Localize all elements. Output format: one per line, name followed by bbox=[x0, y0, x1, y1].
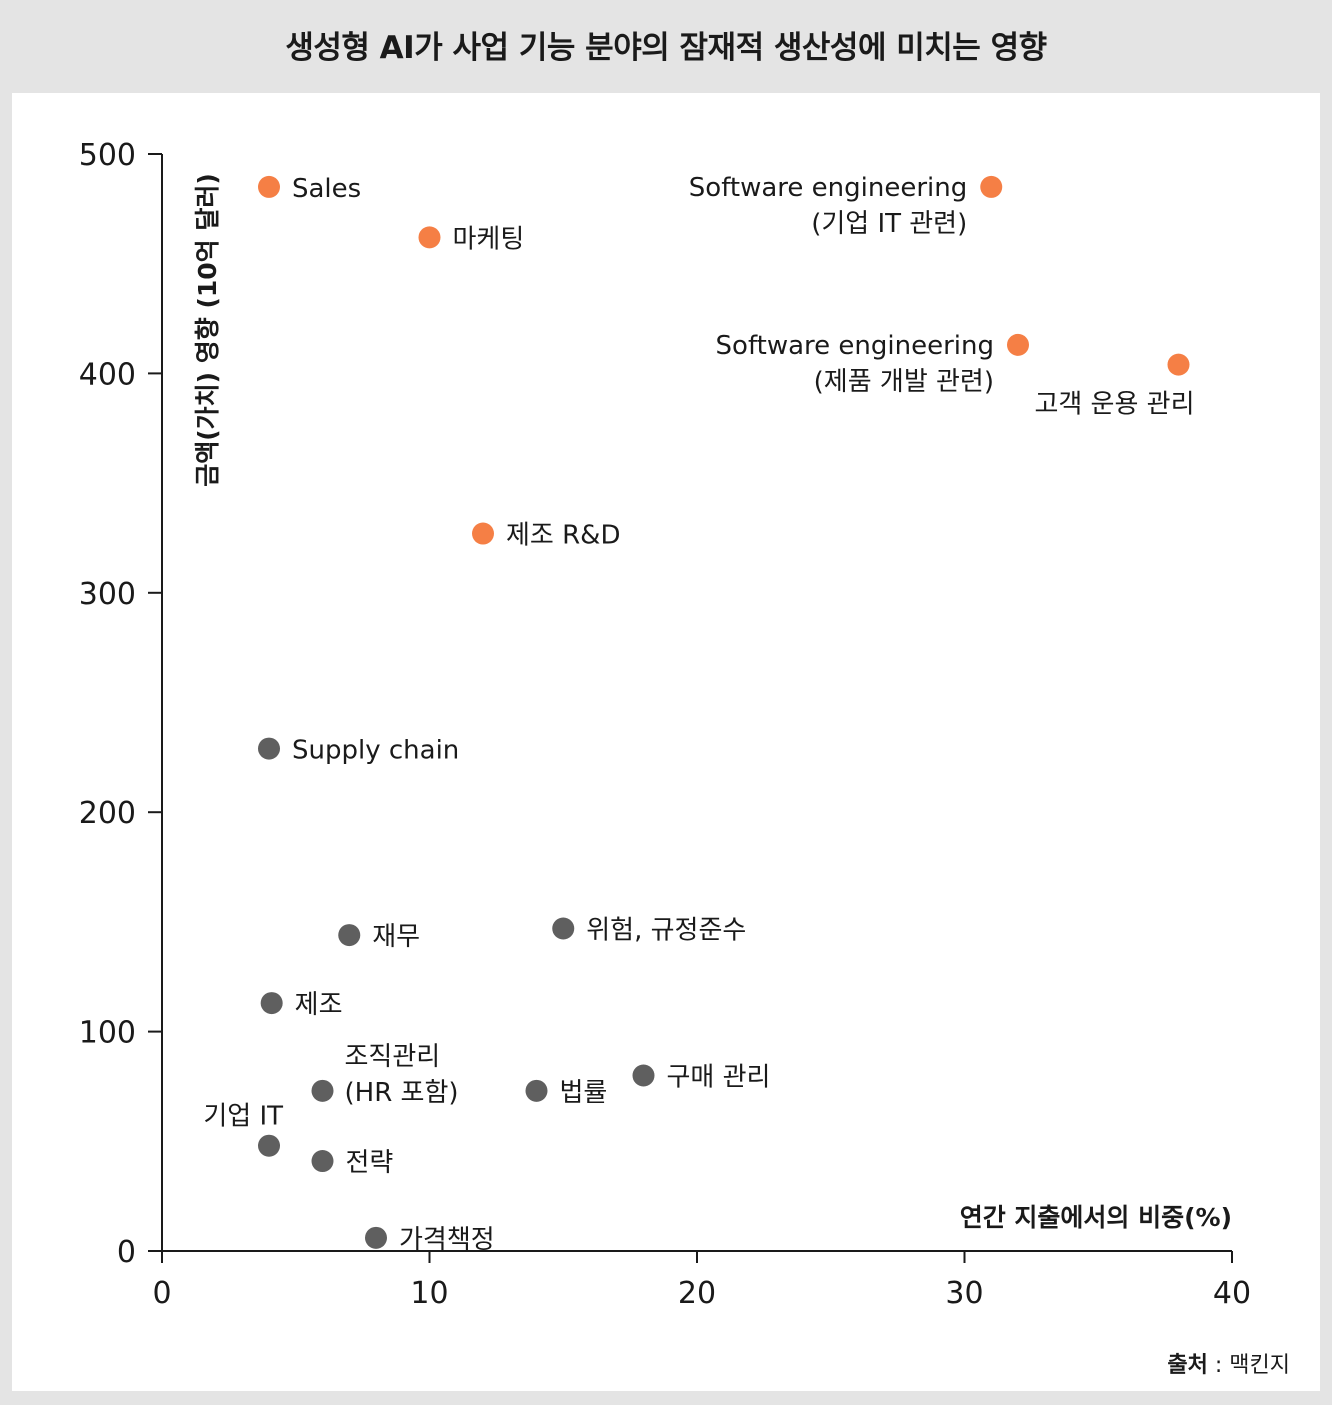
data-point bbox=[418, 226, 441, 249]
data-point bbox=[258, 737, 280, 760]
x-tick-label: 0 bbox=[152, 1276, 171, 1311]
data-point bbox=[258, 1134, 280, 1157]
data-point bbox=[980, 175, 1003, 198]
x-tick-label: 40 bbox=[1213, 1276, 1251, 1311]
point-label: (HR 포함) bbox=[345, 1078, 459, 1108]
data-point bbox=[365, 1226, 387, 1249]
data-point bbox=[1167, 353, 1190, 376]
point-label: 위험, 규정준수 bbox=[586, 915, 746, 945]
source-separator: : bbox=[1207, 1353, 1230, 1378]
point-label: 가격책정 bbox=[399, 1225, 495, 1255]
data-point bbox=[260, 992, 283, 1015]
point-label: 고객 운용 관리 bbox=[1034, 390, 1194, 420]
data-point bbox=[311, 1079, 334, 1102]
y-tick-label: 0 bbox=[117, 1235, 136, 1270]
point-label: Sales bbox=[292, 174, 361, 204]
source-name: 맥킨지 bbox=[1229, 1353, 1290, 1378]
x-tick-label: 30 bbox=[945, 1276, 983, 1311]
point-label: Supply chain bbox=[292, 736, 459, 766]
y-tick-label: 300 bbox=[79, 577, 136, 612]
y-axis-title: 금액(가치) 영향 (10억 달러) bbox=[193, 173, 222, 487]
point-label: 제조 bbox=[295, 990, 343, 1020]
y-tick-label: 500 bbox=[79, 138, 136, 173]
point-label: 구매 관리 bbox=[667, 1062, 771, 1092]
chart-panel bbox=[12, 93, 1320, 1391]
x-tick-label: 10 bbox=[410, 1276, 448, 1311]
point-label: (기업 IT 관련) bbox=[811, 209, 967, 239]
y-tick-label: 200 bbox=[79, 796, 136, 831]
chart-title: 생성형 AI가 사업 기능 분야의 잠재적 생산성에 미치는 영향 bbox=[285, 30, 1047, 66]
data-point bbox=[1007, 333, 1029, 356]
point-label: 조직관리 bbox=[345, 1042, 441, 1072]
point-label: 법률 bbox=[560, 1078, 608, 1108]
data-point bbox=[311, 1150, 334, 1173]
point-label: (제품 개발 관련) bbox=[814, 367, 994, 397]
point-label: 전략 bbox=[346, 1148, 394, 1178]
y-tick-label: 400 bbox=[79, 357, 136, 392]
point-label: Software engineering bbox=[689, 173, 967, 203]
data-point bbox=[632, 1064, 655, 1087]
point-label: 기업 IT bbox=[203, 1102, 283, 1132]
y-tick-label: 100 bbox=[79, 1016, 136, 1051]
point-label: Software engineering bbox=[716, 331, 994, 361]
data-point bbox=[338, 924, 361, 947]
data-point bbox=[258, 175, 280, 198]
data-point bbox=[525, 1079, 548, 1102]
source-prefix: 출처 bbox=[1167, 1353, 1208, 1378]
source-note: 출처 : 맥킨지 bbox=[1167, 1347, 1290, 1379]
point-label: 마케팅 bbox=[453, 224, 525, 254]
data-point bbox=[472, 522, 494, 545]
data-point bbox=[552, 917, 575, 940]
x-tick-label: 20 bbox=[678, 1276, 716, 1311]
point-label: 재무 bbox=[372, 922, 420, 952]
x-axis-title: 연간 지출에서의 비중(%) bbox=[960, 1203, 1232, 1232]
point-label: 제조 R&D bbox=[506, 521, 620, 551]
